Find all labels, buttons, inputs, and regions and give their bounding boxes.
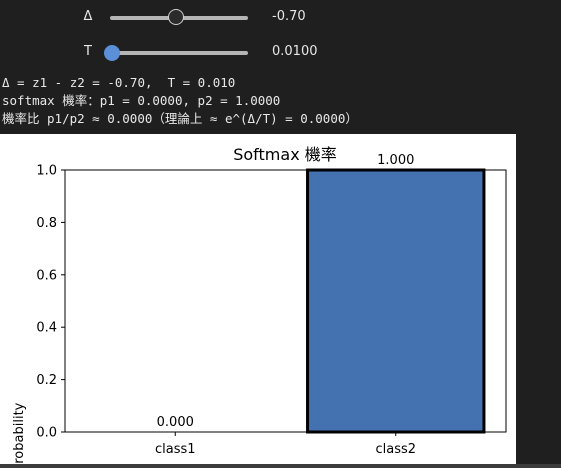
output-line-softmax: softmax 機率：p1 = 0.0000, p2 = 1.0000 bbox=[2, 93, 281, 108]
temperature-slider-handle[interactable] bbox=[104, 45, 120, 61]
softmax-chart-figure: 0.0 0.2 0.4 0.6 0.8 1.0 class1 class2 0.000 1.0… bbox=[0, 134, 516, 464]
y-tick-label: 0.4 bbox=[36, 321, 57, 336]
y-tick-label: 0.0 bbox=[36, 426, 57, 441]
bar-class2 bbox=[306, 168, 486, 434]
y-axis-label: Probability bbox=[12, 402, 27, 464]
temperature-slider-widget: T 0.0100 bbox=[0, 43, 561, 63]
output-line-delta: Δ = z1 - z2 = -0.70, T = 0.010 bbox=[2, 75, 236, 90]
y-tick-label: 0.2 bbox=[36, 373, 57, 388]
softmax-bar-chart: 0.0 0.2 0.4 0.6 0.8 1.0 class1 class2 0.000 1.0… bbox=[12, 145, 507, 464]
temperature-slider-label: T bbox=[84, 44, 92, 59]
x-tick-label: class2 bbox=[375, 442, 416, 457]
bar-value-label: 0.000 bbox=[157, 415, 194, 430]
delta-slider-handle[interactable] bbox=[167, 9, 184, 25]
temperature-slider-track[interactable] bbox=[110, 51, 248, 55]
y-tick-label: 1.0 bbox=[36, 164, 57, 179]
delta-slider-widget: Δ -0.70 bbox=[0, 8, 561, 28]
plot-frame bbox=[64, 169, 507, 433]
chart-title: Softmax 機率 bbox=[233, 145, 337, 164]
bottom-divider bbox=[0, 464, 561, 468]
y-tick-label: 0.6 bbox=[36, 268, 57, 283]
y-tick-label: 0.8 bbox=[36, 216, 57, 231]
output-line-ratio: 機率比 p1/p2 ≈ 0.0000（理論上 ≈ e^(Δ/T) = 0.000… bbox=[2, 111, 358, 126]
x-tick-label: class1 bbox=[155, 442, 196, 457]
delta-slider-value: -0.70 bbox=[272, 9, 306, 24]
temperature-slider-value: 0.0100 bbox=[272, 44, 318, 59]
delta-slider-label: Δ bbox=[83, 9, 93, 24]
bar-value-label: 1.000 bbox=[377, 153, 414, 168]
